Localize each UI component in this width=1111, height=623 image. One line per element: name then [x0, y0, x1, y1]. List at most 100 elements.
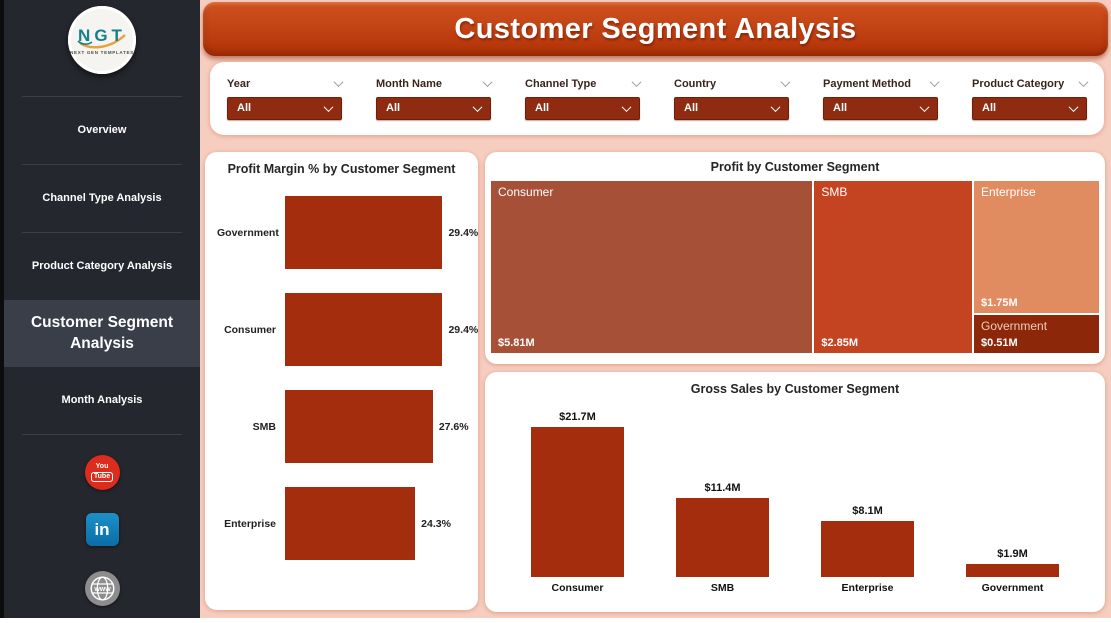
filter-dropdown-year[interactable]: All [227, 96, 342, 120]
chevron-down-icon[interactable] [631, 77, 642, 88]
ngt-logo: NGT NEXT GEN TEMPLATES [68, 6, 136, 74]
profit-treemap-title: Profit by Customer Segment [710, 160, 880, 174]
value-label: $8.1M [852, 505, 883, 518]
treemap-tile-smb[interactable]: SMB $2.85M [814, 181, 972, 353]
logo-subtext: NEXT GEN TEMPLATES [70, 49, 134, 55]
filter-dropdown-month-name[interactable]: All [376, 96, 491, 120]
chevron-down-icon[interactable] [1078, 77, 1089, 88]
youtube-text-top: You [95, 462, 109, 470]
value-label: $11.4M [704, 482, 741, 495]
filter-dropdown-country[interactable]: All [674, 96, 789, 120]
filter-label: Payment Method [823, 77, 912, 90]
treemap-tile-government[interactable]: Government $0.51M [974, 314, 1099, 353]
category-label: SMB [252, 420, 276, 433]
filter-value: All [684, 102, 699, 114]
filter-label: Channel Type [525, 77, 597, 90]
globe-www-text: www [93, 586, 111, 593]
bar-row-enterprise: Enterprise 24.3% [217, 475, 466, 572]
chevron-down-icon [323, 101, 334, 112]
value-label: $1.9M [997, 547, 1028, 560]
bar-enterprise[interactable] [285, 487, 416, 560]
chevron-down-icon[interactable] [482, 77, 493, 88]
bar-consumer[interactable] [285, 293, 443, 366]
category-label: Government [217, 226, 279, 239]
bar-row-consumer: Consumer 29.4% [217, 281, 478, 378]
category-label: SMB [710, 582, 735, 594]
treemap-tile-label: Consumer [498, 185, 554, 199]
value-label: 24.3% [421, 517, 451, 530]
treemap-tile-enterprise[interactable]: Enterprise $1.75M [974, 181, 1099, 313]
bar-smb[interactable] [285, 390, 433, 463]
logo-mark-icon: NGT [77, 26, 126, 48]
filter-year: Year All [210, 77, 359, 120]
filter-country: Country All [657, 77, 806, 120]
treemap-tile-value: $5.81M [498, 337, 535, 349]
bar-government[interactable] [966, 563, 1059, 577]
filter-dropdown-product-category[interactable]: All [972, 96, 1087, 120]
chevron-down-icon [621, 101, 632, 112]
sidebar-item-channel-type-analysis[interactable]: Channel Type Analysis [42, 191, 162, 204]
report-canvas: Customer Segment Analysis Year All Month N… [200, 0, 1111, 618]
bar-government[interactable] [285, 196, 443, 269]
treemap-tile-consumer[interactable]: Consumer $5.81M [491, 181, 813, 353]
chevron-down-icon[interactable] [929, 77, 940, 88]
nav-divider [22, 434, 182, 435]
filter-value: All [833, 102, 848, 114]
treemap-tile-label: SMB [821, 185, 848, 199]
globe-glyph-icon: www [90, 576, 114, 601]
chevron-down-icon[interactable] [333, 77, 344, 88]
filter-label: Country [674, 77, 717, 90]
chevron-down-icon[interactable] [780, 77, 791, 88]
treemap-tile-value: $0.51M [981, 337, 1018, 349]
sidebar-item-overview[interactable]: Overview [77, 123, 127, 136]
gross-sales-chart: $21.7M Consumer $11.4M SMB $8.1M Enterprise $1… [499, 400, 1091, 596]
gross-sales-chart-title: Gross Sales by Customer Segment [690, 382, 900, 396]
bar-row-smb: SMB 27.6% [217, 378, 469, 475]
bar-smb[interactable] [676, 498, 769, 577]
column-enterprise: $8.1M Enterprise [795, 505, 940, 596]
filter-product-category: Product Category All [955, 77, 1104, 120]
category-label: Enterprise [841, 582, 894, 594]
bar-enterprise[interactable] [821, 521, 914, 577]
chevron-down-icon [770, 101, 781, 112]
profit-margin-chart: Government 29.4% Consumer 29.4% SMB 27.6% Ente… [217, 184, 478, 572]
linkedin-icon[interactable]: in [85, 513, 119, 546]
profit-treemap-panel: Profit by Customer Segment Consumer $5.81… [485, 152, 1105, 364]
youtube-text-bottom: Tube [90, 472, 114, 483]
website-globe-icon[interactable]: www [84, 571, 120, 606]
nav-divider [22, 96, 182, 97]
filter-label: Product Category [972, 77, 1065, 90]
filter-payment-method: Payment Method All [806, 77, 955, 120]
profit-margin-panel: Profit Margin % by Customer Segment Gove… [205, 152, 478, 610]
youtube-icon[interactable]: You Tube [84, 455, 120, 490]
profit-treemap: Consumer $5.81M SMB $2.85M Enterprise $1.75M G… [491, 181, 1099, 353]
value-label: $21.7M [559, 411, 596, 423]
sidebar-item-month-analysis[interactable]: Month Analysis [61, 393, 143, 406]
sidebar-item-product-category-analysis[interactable]: Product Category Analysis [31, 259, 173, 272]
page-title-banner: Customer Segment Analysis [203, 2, 1108, 56]
value-label: 27.6% [438, 420, 469, 433]
category-label: Consumer [224, 323, 276, 336]
filter-value: All [535, 102, 550, 114]
treemap-tile-label: Enterprise [981, 185, 1036, 199]
sidebar-item-customer-segment-analysis[interactable]: Customer Segment Analysis [4, 300, 200, 367]
filter-value: All [237, 102, 252, 114]
social-links: You Tube in www [84, 455, 120, 606]
value-label: 29.4% [448, 323, 479, 336]
column-smb: $11.4M SMB [650, 482, 795, 596]
filter-dropdown-payment-method[interactable]: All [823, 96, 938, 120]
gross-sales-panel: Gross Sales by Customer Segment $21.7M Co… [485, 372, 1105, 612]
logo-text: NGT [78, 26, 126, 45]
bar-row-government: Government 29.4% [217, 184, 478, 281]
category-label: Consumer [551, 582, 604, 594]
column-government: $1.9M Government [940, 548, 1085, 596]
chevron-down-icon [919, 101, 930, 112]
nav-divider [22, 164, 182, 165]
sidebar: NGT NEXT GEN TEMPLATES Overview Channel T… [0, 0, 200, 618]
filter-label: Year [227, 77, 251, 90]
filter-value: All [386, 102, 401, 114]
bar-consumer[interactable] [531, 427, 624, 577]
filter-dropdown-channel-type[interactable]: All [525, 96, 640, 120]
filter-value: All [982, 102, 997, 114]
